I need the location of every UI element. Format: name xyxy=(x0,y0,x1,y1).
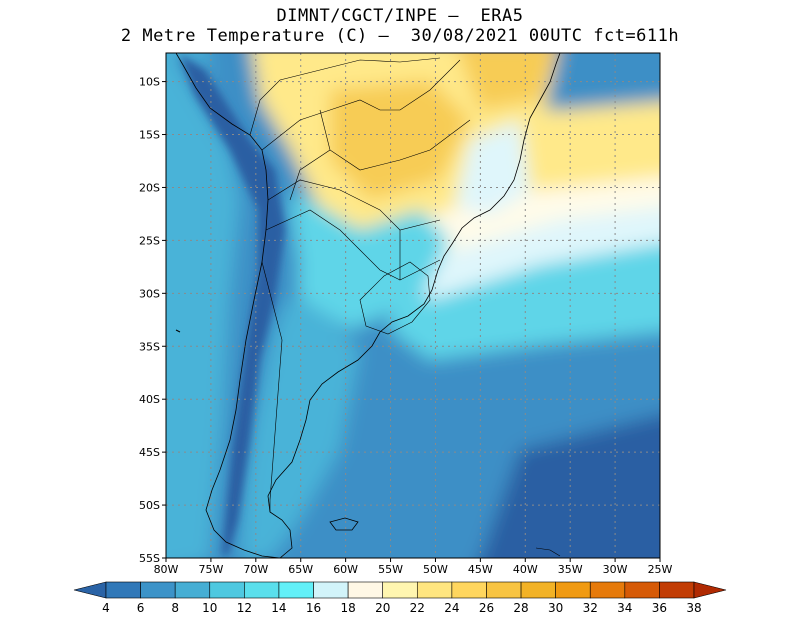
colorbar-label: 4 xyxy=(102,601,110,615)
lat-label: 45S xyxy=(139,446,160,459)
colorbar-label: 24 xyxy=(444,601,459,615)
lon-label: 35W xyxy=(558,563,583,576)
colorbar-label: 26 xyxy=(479,601,494,615)
map-title-line-1: DIMNT/CGCT/INPE – ERA5 xyxy=(276,6,524,26)
colorbar-swatch xyxy=(244,581,280,599)
colorbar-swatch xyxy=(347,581,384,599)
lon-label: 50W xyxy=(423,563,448,576)
colorbar-label: 6 xyxy=(137,601,145,615)
colorbar-swatch xyxy=(140,581,176,599)
lat-label: 55S xyxy=(139,552,160,565)
lon-label: 65W xyxy=(288,563,313,576)
colorbar-label: 36 xyxy=(652,601,667,615)
colorbar-swatch xyxy=(313,581,349,599)
colorbar-swatch xyxy=(589,581,626,599)
lat-label: 40S xyxy=(139,393,160,406)
longitude-axis: 80W 75W 70W 65W 60W 55W 50W 45W 40W 35W 30W 25W xyxy=(154,558,673,576)
colorbar-label: 34 xyxy=(617,601,632,615)
colorbar-label: 16 xyxy=(306,601,321,615)
lat-label: 35S xyxy=(139,340,160,353)
lon-label: 75W xyxy=(198,563,223,576)
colorbar-swatch xyxy=(486,581,522,599)
colorbar-arrow-low xyxy=(73,581,107,599)
colorbar-swatch xyxy=(105,581,141,599)
colorbar-label: 22 xyxy=(410,601,425,615)
colorbar-label: 18 xyxy=(340,601,355,615)
lat-lon-grid xyxy=(166,53,660,558)
colorbar-arrow-high xyxy=(693,581,727,599)
colorbar-swatch xyxy=(555,581,591,599)
colorbar-label: 32 xyxy=(583,601,598,615)
colorbar-swatch xyxy=(624,581,660,599)
lon-label: 40W xyxy=(513,563,538,576)
colorbar-label: 28 xyxy=(513,601,528,615)
temperature-field xyxy=(166,53,660,558)
lat-label: 30S xyxy=(139,287,160,300)
lat-label: 20S xyxy=(139,181,160,194)
lat-label: 25S xyxy=(139,234,160,247)
lon-label: 55W xyxy=(378,563,403,576)
colorbar-label: 20 xyxy=(375,601,390,615)
lat-label: 50S xyxy=(139,499,160,512)
colorbar-swatch xyxy=(416,581,453,599)
colorbar: 4 6 8 10 12 14 16 18 20 22 24 26 28 30 32 34 36 38 xyxy=(73,581,727,615)
lat-label: 10S xyxy=(139,76,160,89)
colorbar-label: 8 xyxy=(171,601,179,615)
colorbar-label: 38 xyxy=(686,601,701,615)
lon-label: 30W xyxy=(603,563,628,576)
colorbar-label: 10 xyxy=(202,601,217,615)
colorbar-label: 14 xyxy=(271,601,286,615)
lon-label: 60W xyxy=(333,563,358,576)
colorbar-label: 12 xyxy=(237,601,252,615)
colorbar-swatch xyxy=(209,581,245,599)
lon-label: 45W xyxy=(468,563,493,576)
colorbar-swatch xyxy=(174,581,211,599)
lon-label: 80W xyxy=(154,563,179,576)
colorbar-label: 30 xyxy=(548,601,563,615)
map-title-line-2: 2 Metre Temperature (C) – 30/08/2021 00U… xyxy=(120,26,680,46)
plot-frame xyxy=(165,52,661,559)
colorbar-swatch xyxy=(659,581,695,599)
lat-label: 15S xyxy=(139,129,160,142)
latitude-axis: 10S 15S 20S 25S 30S 35S 40S 45S 50S 55S xyxy=(139,76,166,565)
colorbar-swatch xyxy=(520,581,556,599)
colorbar-swatch xyxy=(382,581,418,599)
lon-label: 25W xyxy=(648,563,673,576)
coastlines xyxy=(175,53,561,558)
lon-label: 70W xyxy=(243,563,268,576)
colorbar-swatch xyxy=(278,581,314,599)
colorbar-swatch xyxy=(451,581,487,599)
